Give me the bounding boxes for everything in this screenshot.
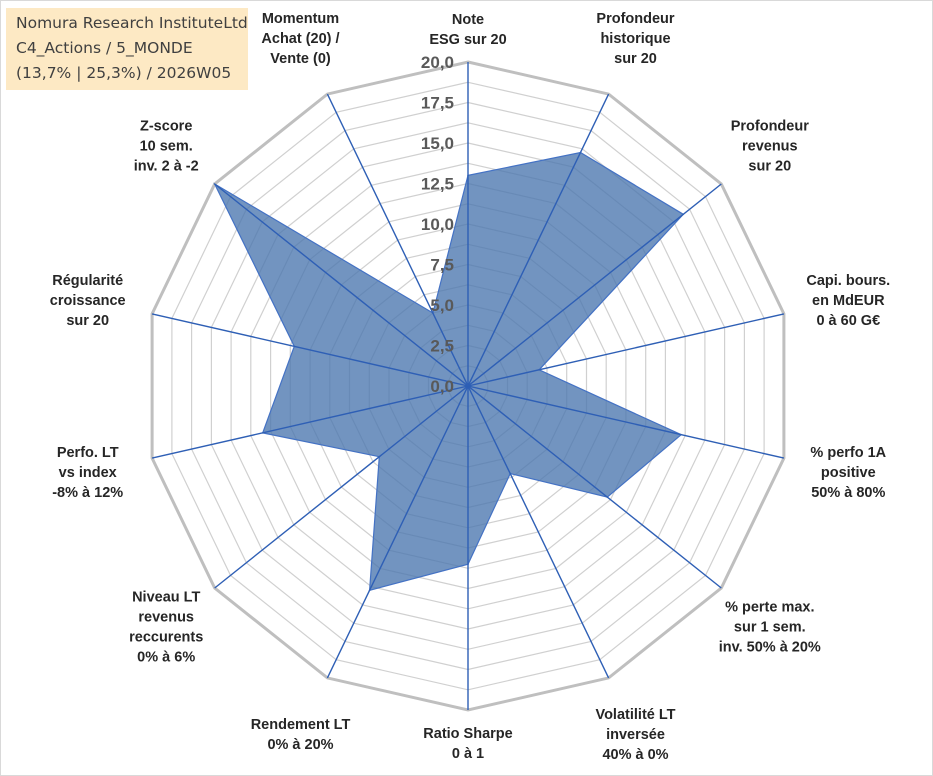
tick-label-5: 12,5 bbox=[421, 175, 454, 194]
axis-label-4-line-0: % perfo 1A bbox=[810, 445, 886, 461]
axis-label-3: Capi. bours. en MdEUR 0 à 60 G€ bbox=[806, 273, 890, 329]
tick-label-7: 17,5 bbox=[421, 94, 454, 113]
tick-label-4: 10,0 bbox=[421, 215, 454, 234]
axis-label-6-line-0: Volatilité LT bbox=[595, 707, 675, 723]
axis-label-9: Niveau LT revenus reccurents 0% à 6% bbox=[129, 590, 203, 666]
axis-label-12-line-2: inv. 2 à -2 bbox=[134, 158, 199, 174]
tick-label-3: 7,5 bbox=[430, 256, 454, 275]
axis-spoke-8 bbox=[326, 385, 469, 679]
axis-label-2: Profondeur revenus sur 20 bbox=[731, 118, 809, 174]
axis-label-8-line-0: Rendement LT bbox=[251, 717, 351, 733]
axis-label-0-line-1: ESG sur 20 bbox=[429, 32, 506, 48]
axis-label-11-line-0: Régularité bbox=[52, 273, 123, 289]
axis-spoke-12 bbox=[214, 183, 469, 387]
axis-label-12-line-1: 10 sem. bbox=[140, 138, 193, 154]
axis-label-4-line-1: positive bbox=[821, 465, 876, 481]
chart-title-company: Nomura Research InstituteLtd bbox=[16, 14, 248, 32]
chart-title-box: Nomura Research InstituteLtd C4_Actions … bbox=[6, 8, 248, 90]
tick-label-0: 0,0 bbox=[430, 377, 454, 396]
tick-label-8: 20,0 bbox=[421, 53, 454, 72]
axis-label-7: Ratio Sharpe 0 à 1 bbox=[423, 726, 512, 762]
axis-label-11-line-2: sur 20 bbox=[66, 313, 109, 329]
axis-label-1-line-2: sur 20 bbox=[614, 51, 657, 67]
axis-spoke-5 bbox=[467, 385, 722, 589]
axis-label-6: Volatilité LT inversée 40% à 0% bbox=[595, 707, 675, 763]
axis-label-2-line-1: revenus bbox=[742, 138, 798, 154]
axis-label-3-line-1: en MdEUR bbox=[812, 293, 885, 309]
tick-label-2: 5,0 bbox=[430, 296, 454, 315]
axis-label-12: Z-score 10 sem. inv. 2 à -2 bbox=[134, 118, 199, 174]
axis-label-13: Momentum Achat (20) / Vente (0) bbox=[261, 11, 339, 67]
axis-spokes bbox=[151, 62, 785, 710]
axis-label-0-line-0: Note bbox=[452, 12, 484, 28]
tick-label-6: 15,0 bbox=[421, 134, 454, 153]
tick-labels: 0,0 2,5 5,0 7,5 10,0 12,5 15,0 17,5 20,0 bbox=[421, 53, 454, 396]
axis-spoke-11 bbox=[151, 313, 469, 387]
axis-label-9-line-0: Niveau LT bbox=[132, 590, 200, 606]
axis-label-4: % perfo 1A positive 50% à 80% bbox=[810, 445, 886, 501]
axis-label-3-line-0: Capi. bours. bbox=[806, 273, 890, 289]
axis-label-12-line-0: Z-score bbox=[140, 118, 192, 134]
axis-label-9-line-3: 0% à 6% bbox=[137, 650, 195, 666]
axis-label-1-line-1: historique bbox=[600, 31, 670, 47]
axis-label-8-line-1: 0% à 20% bbox=[267, 737, 333, 753]
axis-label-7-line-1: 0 à 1 bbox=[452, 746, 484, 762]
axis-label-2-line-0: Profondeur bbox=[731, 118, 809, 134]
axis-label-11: Régularité croissance sur 20 bbox=[50, 273, 126, 329]
axis-label-9-line-1: revenus bbox=[138, 610, 194, 626]
axis-label-10: Perfo. LT vs index -8% à 12% bbox=[52, 445, 123, 501]
axis-label-1: Profondeur historique sur 20 bbox=[596, 11, 674, 67]
axis-spoke-3 bbox=[467, 313, 785, 387]
axis-spoke-6 bbox=[467, 385, 610, 679]
axis-label-5-line-1: sur 1 sem. bbox=[734, 620, 806, 636]
axis-spoke-9 bbox=[214, 385, 469, 589]
axis-label-6-line-2: 40% à 0% bbox=[602, 747, 668, 763]
axis-label-10-line-0: Perfo. LT bbox=[57, 445, 119, 461]
axis-label-9-line-2: reccurents bbox=[129, 630, 203, 646]
axis-label-4-line-2: 50% à 80% bbox=[811, 485, 885, 501]
axis-label-10-line-1: vs index bbox=[59, 465, 117, 481]
axis-label-8: Rendement LT 0% à 20% bbox=[251, 717, 351, 753]
axis-label-1-line-0: Profondeur bbox=[596, 11, 674, 27]
tick-label-1: 2,5 bbox=[430, 337, 454, 356]
chart-title-period: (13,7% | 25,3%) / 2026W05 bbox=[16, 64, 232, 82]
axis-spoke-13 bbox=[326, 93, 469, 387]
axis-label-2-line-2: sur 20 bbox=[748, 158, 791, 174]
chart-title-category: C4_Actions / 5_MONDE bbox=[16, 39, 193, 57]
axis-spoke-2 bbox=[467, 183, 722, 387]
axis-label-3-line-2: 0 à 60 G€ bbox=[816, 313, 880, 329]
axis-label-13-line-0: Momentum bbox=[262, 11, 339, 27]
axis-spoke-1 bbox=[467, 93, 610, 387]
axis-label-10-line-2: -8% à 12% bbox=[52, 485, 123, 501]
category-labels: Note ESG sur 20 Profondeur historique sur 20… bbox=[50, 11, 890, 763]
axis-label-6-line-1: inversée bbox=[606, 727, 665, 743]
axis-label-13-line-2: Vente (0) bbox=[270, 51, 331, 67]
axis-label-11-line-1: croissance bbox=[50, 293, 126, 309]
axis-label-5-line-0: % perte max. bbox=[725, 600, 814, 616]
axis-label-5: % perte max. sur 1 sem. inv. 50% à 20% bbox=[719, 600, 821, 656]
axis-label-0: Note ESG sur 20 bbox=[429, 12, 506, 48]
axis-label-13-line-1: Achat (20) / bbox=[261, 31, 339, 47]
axis-label-7-line-0: Ratio Sharpe bbox=[423, 726, 512, 742]
axis-spoke-4 bbox=[467, 385, 785, 459]
axis-spoke-10 bbox=[151, 385, 469, 459]
axis-label-5-line-2: inv. 50% à 20% bbox=[719, 640, 821, 656]
